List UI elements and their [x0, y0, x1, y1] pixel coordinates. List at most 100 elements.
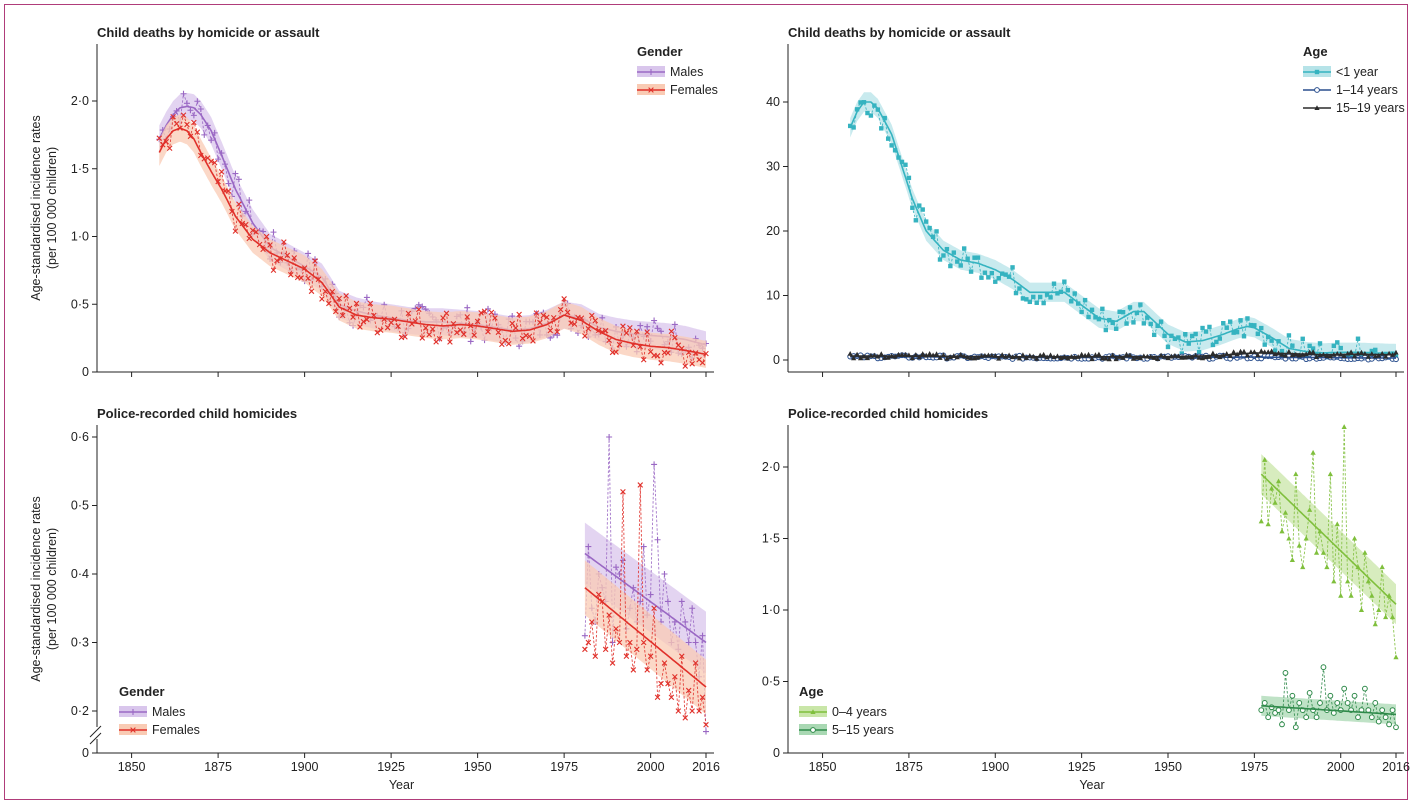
data-point: [906, 175, 912, 181]
data-point: [1351, 692, 1358, 699]
data-point: [1320, 550, 1327, 555]
data-point: [857, 355, 864, 361]
data-point: [1069, 299, 1074, 304]
legend-label: 1–14 years: [1336, 83, 1398, 97]
data-point: [1313, 354, 1320, 360]
y-tick-label: 0·5: [71, 499, 89, 513]
data-point: [1310, 449, 1316, 455]
data-point: [644, 323, 651, 330]
data-point: [1020, 296, 1026, 301]
data-point: [180, 112, 187, 118]
data-point: [699, 632, 706, 639]
data-point: [516, 311, 522, 318]
data-point: [1148, 321, 1153, 327]
data-point: [374, 329, 381, 336]
data-point: [1279, 348, 1285, 354]
data-point: [287, 271, 294, 278]
y-tick-label: 30: [766, 160, 780, 174]
data-point: [1096, 351, 1102, 357]
data-point: [1362, 550, 1368, 555]
data-point: [1382, 714, 1389, 721]
data-point: [274, 257, 280, 264]
data-point: [190, 112, 197, 119]
data-point: [972, 255, 977, 260]
data-point: [357, 324, 363, 330]
data-point: [889, 143, 894, 148]
data-point: [1082, 297, 1088, 303]
data-point: [1286, 333, 1292, 338]
data-point: [1310, 346, 1316, 351]
data-point: [1217, 336, 1223, 341]
data-point: [1258, 348, 1264, 354]
data-point: [1307, 343, 1312, 349]
data-point: [910, 205, 915, 210]
data-point: [1272, 348, 1278, 353]
data-point: [1282, 352, 1289, 358]
data-point: [464, 304, 471, 311]
data-point: [1051, 281, 1057, 286]
data-point: [609, 639, 616, 646]
data-point: [1123, 351, 1130, 357]
data-point: [619, 557, 626, 564]
data-point: [1189, 333, 1195, 339]
legend-title: Gender: [637, 44, 683, 59]
data-point: [1244, 352, 1251, 358]
data-point: [384, 324, 391, 331]
data-point: [996, 276, 1001, 281]
data-point: [1258, 518, 1264, 524]
data-point: [1303, 535, 1309, 541]
data-point: [609, 660, 616, 666]
data-point: [1034, 355, 1040, 361]
data-point: [1196, 349, 1202, 355]
fitted-line: [849, 101, 1397, 355]
data-point: [1151, 332, 1157, 338]
data-point: [457, 327, 464, 333]
data-point: [1210, 350, 1216, 356]
data-point: [350, 314, 356, 320]
data-point: [1047, 352, 1054, 358]
data-point: [1079, 351, 1085, 357]
data-point: [585, 325, 592, 332]
legend-label: Males: [670, 65, 703, 79]
data-point: [1279, 721, 1285, 728]
data-point: [616, 341, 623, 348]
data-point: [958, 351, 964, 357]
data-point: [1065, 355, 1071, 361]
data-point: [291, 255, 298, 261]
data-point: [1292, 724, 1299, 731]
data-point: [1355, 336, 1361, 341]
data-point: [1179, 354, 1185, 360]
data-point: [447, 339, 453, 345]
data-point: [930, 234, 936, 240]
data-point: [1172, 336, 1178, 342]
legend-marker: [1314, 105, 1320, 110]
data-point: [1158, 319, 1164, 324]
data-point: [1238, 318, 1243, 323]
data-point: [326, 300, 332, 307]
data-point: [1344, 700, 1351, 706]
data-point: [1327, 471, 1333, 477]
data-point: [1200, 325, 1205, 331]
data-point: [1376, 352, 1382, 358]
data-point: [236, 201, 242, 207]
x-tick-label: 1950: [464, 760, 492, 774]
data-point: [1365, 353, 1371, 359]
data-point: [644, 329, 650, 335]
data-point: [899, 159, 905, 165]
data-point: [613, 564, 620, 571]
data-point: [184, 121, 190, 128]
data-point: [1241, 334, 1247, 339]
data-point: [1351, 353, 1358, 359]
data-point: [640, 356, 647, 363]
data-point: [571, 321, 578, 327]
data-point: [627, 324, 633, 331]
data-point: [1079, 309, 1084, 315]
data-point: [665, 350, 671, 356]
data-point: [1207, 324, 1212, 330]
data-point: [360, 318, 367, 325]
data-point: [1275, 478, 1282, 484]
data-point: [187, 107, 194, 114]
data-point: [211, 159, 218, 166]
data-point: [353, 300, 360, 307]
data-point: [1113, 326, 1119, 331]
